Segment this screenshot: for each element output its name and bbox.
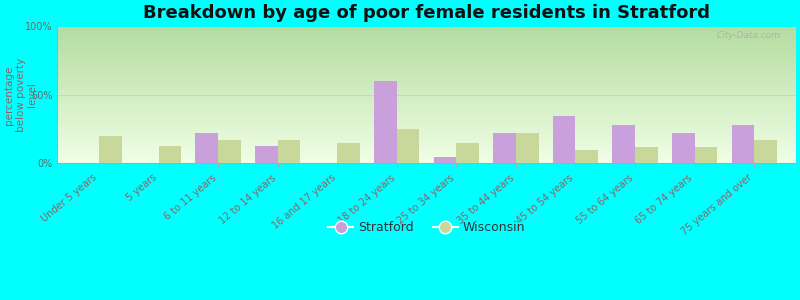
- Bar: [731, 125, 754, 164]
- Bar: [612, 125, 635, 164]
- Bar: [99, 136, 122, 164]
- Y-axis label: percentage
below poverty
level: percentage below poverty level: [4, 58, 38, 132]
- Bar: [278, 140, 300, 164]
- Bar: [158, 146, 181, 164]
- Bar: [694, 147, 718, 164]
- Legend: Stratford, Wisconsin: Stratford, Wisconsin: [323, 216, 530, 239]
- Text: City-Data.com: City-Data.com: [717, 31, 781, 40]
- Bar: [338, 143, 360, 164]
- Bar: [575, 150, 598, 164]
- Bar: [255, 146, 278, 164]
- Bar: [218, 140, 241, 164]
- Bar: [672, 133, 694, 164]
- Bar: [516, 133, 538, 164]
- Bar: [195, 133, 218, 164]
- Bar: [553, 116, 575, 164]
- Bar: [635, 147, 658, 164]
- Bar: [397, 129, 419, 164]
- Bar: [434, 157, 456, 164]
- Title: Breakdown by age of poor female residents in Stratford: Breakdown by age of poor female resident…: [143, 4, 710, 22]
- Bar: [494, 133, 516, 164]
- Bar: [374, 81, 397, 164]
- Bar: [754, 140, 777, 164]
- Bar: [456, 143, 479, 164]
